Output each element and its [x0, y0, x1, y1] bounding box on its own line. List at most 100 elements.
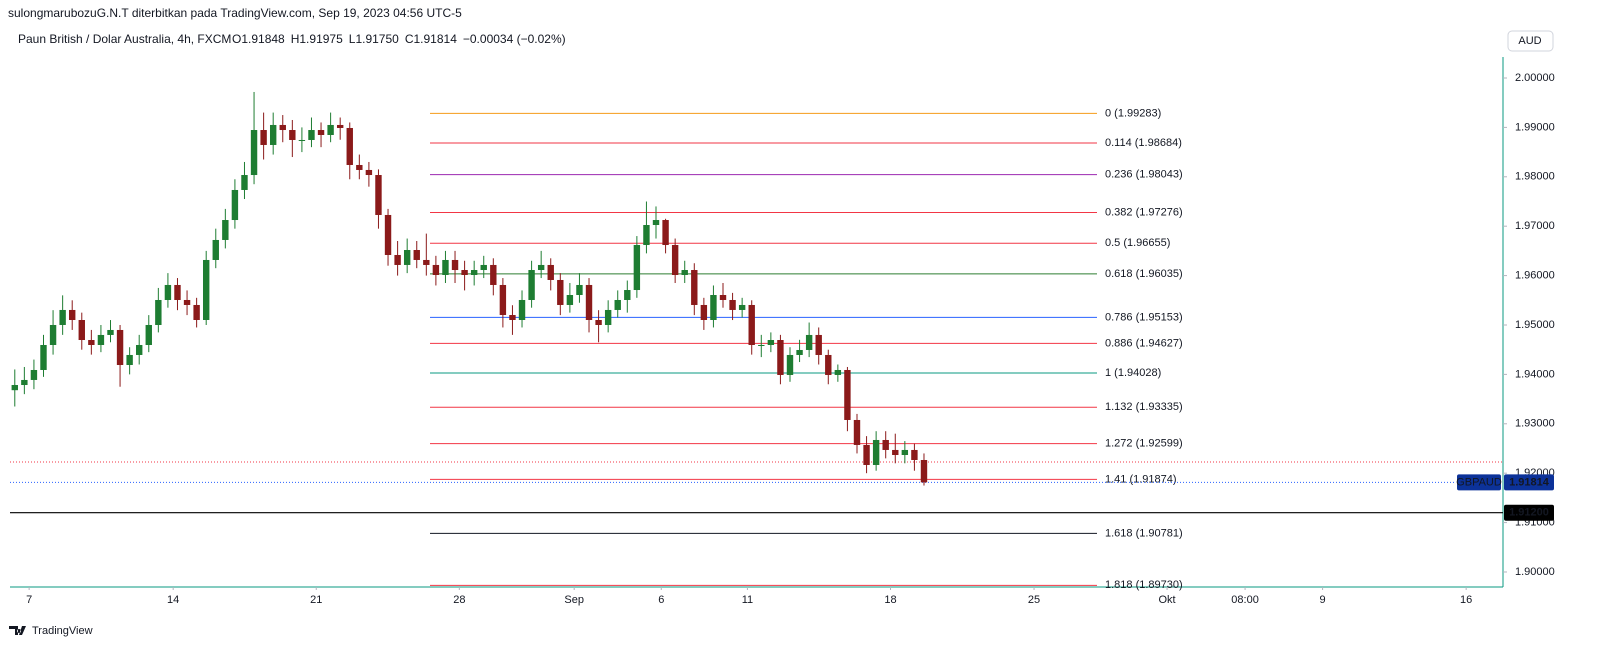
candle-body	[805, 334, 813, 350]
candle-body	[222, 220, 229, 240]
candle-body	[834, 369, 842, 375]
y-tick-label: 1.94000	[1515, 368, 1555, 380]
candle-body	[384, 214, 392, 255]
fib-label: 0.382 (1.97276)	[1105, 206, 1183, 218]
candle-body	[614, 299, 621, 310]
candle-body	[758, 344, 765, 346]
candle-body	[844, 369, 851, 420]
candle-body	[528, 270, 535, 300]
author-line: sulongmarubozuG.N.T diterbitkan pada Tra…	[8, 6, 462, 20]
fib-label: 0.886 (1.94627)	[1105, 337, 1183, 349]
y-tick-label: 1.97000	[1515, 220, 1555, 232]
candle-body	[853, 419, 861, 445]
x-tick-label: Okt	[1159, 594, 1176, 606]
candle-body	[566, 295, 574, 305]
fib-label: 1.272 (1.92599)	[1105, 438, 1183, 450]
x-tick-label: 9	[1320, 594, 1326, 606]
y-tick-label: 2.00000	[1515, 72, 1555, 84]
candle-body	[145, 324, 152, 345]
candle-body	[289, 130, 296, 140]
candle-body	[193, 304, 200, 320]
candle-body	[250, 130, 258, 176]
candle-body	[413, 250, 420, 260]
candle-body	[107, 329, 114, 335]
candle-body	[499, 284, 507, 316]
candle-body	[872, 439, 880, 465]
fib-label: 0.236 (1.98043)	[1105, 169, 1183, 181]
symbol-tag	[1457, 474, 1501, 491]
fib-label: 1.618 (1.90781)	[1105, 527, 1183, 539]
x-tick-label: 28	[453, 594, 465, 606]
y-tick-label: 1.90000	[1515, 566, 1555, 578]
candle-body	[863, 444, 870, 465]
candle-body	[911, 449, 918, 460]
candle-body	[537, 264, 545, 271]
candle-body	[346, 127, 353, 165]
candle-body	[518, 299, 526, 320]
horizontal-line-tag	[1504, 504, 1554, 521]
candle-body	[174, 284, 181, 300]
candle-body	[231, 189, 239, 221]
x-tick-label: 16	[1460, 594, 1472, 606]
candle-body	[557, 279, 564, 305]
candle-body	[136, 344, 143, 355]
x-tick-label: 11	[742, 594, 753, 606]
candle-body	[183, 299, 191, 305]
candle-body	[509, 315, 516, 320]
candle-body	[30, 369, 38, 380]
candle-body	[643, 225, 650, 246]
fib-label: 1.132 (1.93335)	[1105, 401, 1183, 413]
horizontal-line-label: 1.91200	[1509, 507, 1549, 519]
candle-body	[786, 354, 794, 375]
candle-body	[375, 175, 382, 215]
footer-brand: TradingView	[32, 625, 93, 637]
candle-body	[97, 334, 105, 345]
candle-body	[49, 324, 57, 345]
candle-body	[40, 344, 47, 370]
currency-label[interactable]: AUD	[1518, 35, 1541, 47]
candle-body	[78, 319, 85, 341]
fib-label: 0.786 (1.95153)	[1105, 311, 1183, 323]
candle-body	[317, 130, 325, 136]
candle-body	[585, 284, 593, 320]
candle-body	[59, 309, 66, 325]
candle-body	[365, 169, 373, 176]
candle-body	[21, 379, 28, 386]
footer-logo: TradingView	[9, 625, 93, 637]
candle-body	[394, 254, 401, 265]
candle-body	[748, 304, 755, 345]
y-tick-label: 1.95000	[1515, 319, 1555, 331]
candle-body	[356, 164, 363, 170]
candle-body	[451, 259, 459, 271]
candle-body	[327, 124, 334, 136]
candle-body	[432, 264, 440, 275]
ohlc-value: L1.91750	[349, 32, 399, 46]
candle-body	[490, 264, 497, 285]
candle-body	[796, 349, 803, 355]
candle-body	[470, 270, 478, 275]
candle-body	[604, 309, 612, 325]
candle-body	[403, 250, 411, 265]
fib-label: 1.41 (1.91874)	[1105, 473, 1177, 485]
logo-icon	[9, 626, 26, 635]
y-tick-label: 1.93000	[1515, 418, 1555, 430]
fib-label: 1 (1.94028)	[1105, 367, 1161, 379]
x-tick-label: 08:00	[1231, 594, 1259, 606]
candle-body	[164, 284, 172, 300]
currency-button[interactable]	[1507, 30, 1554, 52]
y-tick-label: 1.96000	[1515, 269, 1555, 281]
candle-body	[308, 130, 315, 140]
candle-body	[710, 295, 717, 320]
candle-body	[825, 354, 832, 375]
candle-body	[767, 340, 775, 345]
symbol-title: Paun British / Dolar Australia, 4h, FXCM	[18, 32, 231, 46]
fib-label: 0.5 (1.96655)	[1105, 237, 1170, 249]
x-tick-label: 14	[167, 594, 179, 606]
candle-body	[700, 304, 708, 320]
candle-body	[461, 270, 468, 275]
candle-body	[212, 239, 219, 260]
fib-label: 0.618 (1.96035)	[1105, 268, 1183, 280]
